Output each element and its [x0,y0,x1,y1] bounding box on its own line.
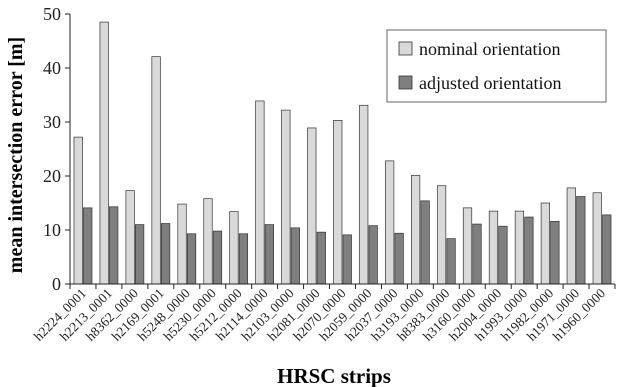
bar-adjusted-h5248_0000 [186,233,197,285]
bar-nominal-h3193_0000 [411,175,421,285]
bar-nominal-h2103_0000 [281,109,291,285]
bar-adjusted-h5212_0000 [238,233,249,285]
bar-nominal-h2070_0000 [333,120,343,285]
bar-nominal-h1971_0000 [566,187,576,285]
legend-swatch-adjusted [398,75,413,90]
y-axis-title: mean intersection error [m] [5,37,27,273]
y-tick-labels: 0 10 20 30 40 50 [43,4,61,294]
x-axis-title: HRSC strips [277,364,391,387]
bar-adjusted-h2037_0000 [394,232,404,285]
bar-adjusted-h8362_0000 [135,224,145,285]
bar-nominal-h2081_0000 [307,127,317,285]
bar-adjusted-h1971_0000 [576,196,586,285]
y-tick-label: 10 [43,220,61,240]
legend-label-adjusted: adjusted orientation [419,73,561,93]
bar-nominal-h1960_0000 [592,192,602,285]
bar-adjusted-h1960_0000 [602,214,612,285]
bars-layer [73,21,612,285]
bar-adjusted-h2114_0000 [264,224,274,285]
bar-nominal-h2059_0000 [359,104,369,285]
bar-adjusted-h8383_0000 [446,238,456,285]
bar-adjusted-h2004_0000 [498,225,508,285]
legend-box [386,29,607,103]
bar-adjusted-h2224_0001 [83,207,93,285]
bar-nominal-h5212_0000 [229,211,239,285]
legend: nominal orientation adjusted orientation [386,29,607,103]
bar-nominal-h1982_0000 [540,202,550,285]
y-tick-label: 50 [43,4,61,24]
bar-nominal-h2169_0001 [151,56,161,285]
bar-nominal-h5230_0000 [203,198,213,285]
bar-adjusted-h2059_0000 [368,225,378,285]
bar-adjusted-h5230_0000 [212,230,223,285]
bar-adjusted-h2169_0001 [160,223,171,285]
bar-nominal-h2037_0000 [385,160,395,285]
legend-swatch-nominal [398,41,413,56]
bar-nominal-h8383_0000 [436,185,447,285]
bar-adjusted-h1982_0000 [550,221,560,285]
bar-nominal-h2224_0001 [73,136,83,285]
bar-nominal-h2004_0000 [488,210,499,285]
bar-adjusted-h3160_0000 [472,223,482,285]
bar-nominal-h8362_0000 [125,190,135,285]
y-tick-label: 20 [43,166,61,186]
y-tick-label: 0 [52,274,61,294]
bar-adjusted-h1993_0000 [524,216,534,285]
x-tick-labels: h2224_0001h2213_0001h8362_0000h2169_0001… [31,285,609,344]
bar-adjusted-h2213_0001 [109,206,119,285]
axes-layer [65,13,616,289]
y-tick-label: 30 [43,112,61,132]
bar-adjusted-h2103_0000 [290,227,300,285]
bar-adjusted-h2070_0000 [342,234,352,285]
bar-adjusted-h3193_0000 [420,200,430,285]
bar-nominal-h3160_0000 [462,207,473,285]
legend-label-nominal: nominal orientation [419,39,560,59]
y-tick-label: 40 [43,58,61,78]
bar-nominal-h1993_0000 [514,210,525,285]
bar-nominal-h5248_0000 [177,203,187,285]
bar-nominal-h2114_0000 [255,100,265,285]
bar-nominal-h2213_0001 [99,21,109,285]
bar-adjusted-h2081_0000 [316,231,326,285]
